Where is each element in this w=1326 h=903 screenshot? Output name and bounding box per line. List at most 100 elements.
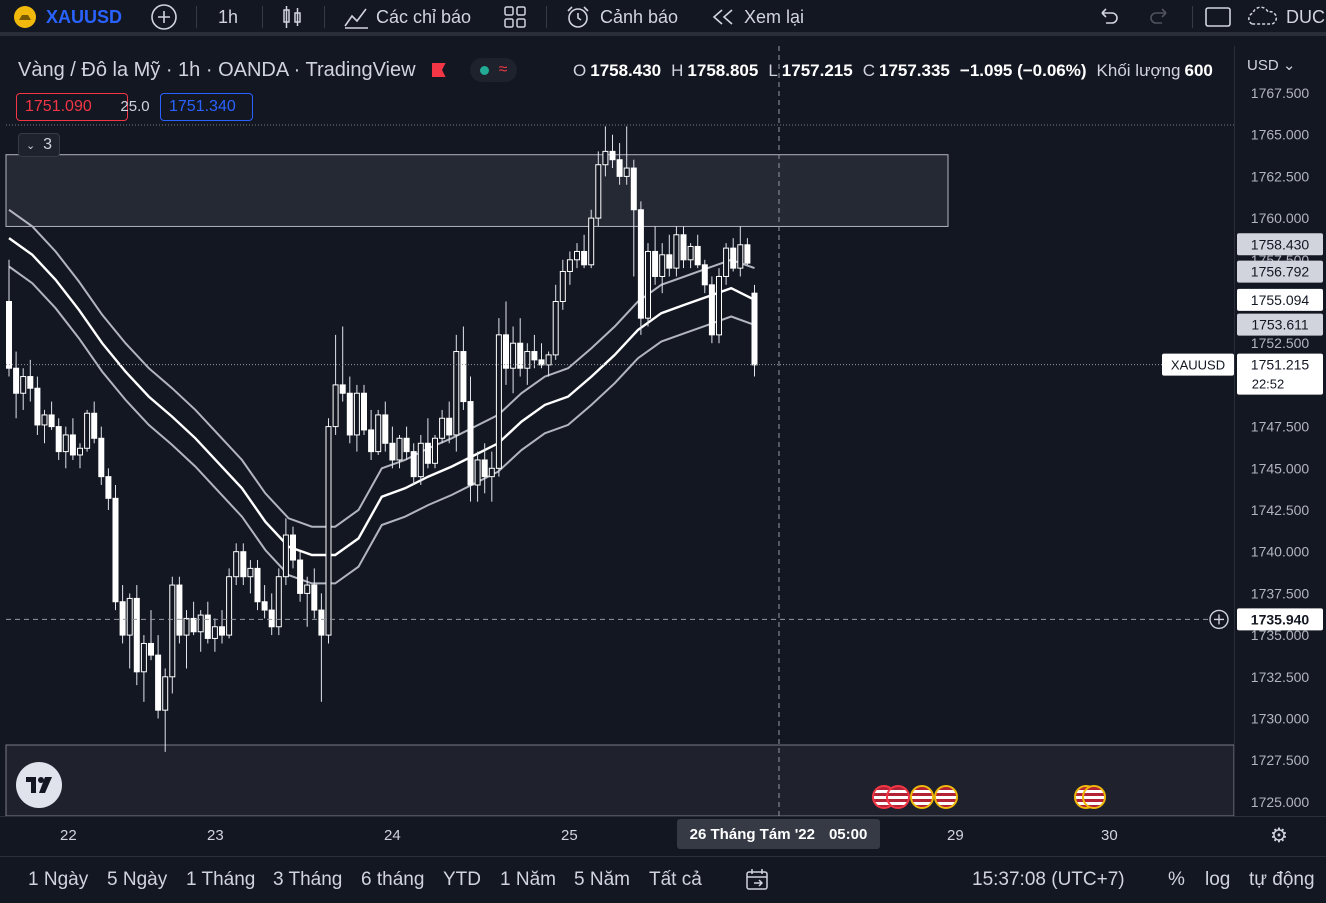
clock-label[interactable]: 15:37:08 (UTC+7) [972,869,1125,890]
candle-body [304,584,311,594]
close-label: C [862,61,875,80]
fullscreen-icon[interactable] [1204,0,1232,34]
candle-body [41,414,48,426]
replay-label: Xem lại [744,6,805,27]
price-axis[interactable]: USD ⌄ [1234,46,1326,816]
candle-body [84,412,91,449]
candle-body [162,676,169,711]
candle-body [687,245,694,261]
candle-body [27,376,34,389]
sell-price: 1751.090 [25,98,92,115]
lower-zone-rect [5,744,1235,817]
candle-body [424,442,431,464]
candle-body [581,250,588,266]
candle-body [261,601,268,611]
indicators-collapse-button[interactable]: ⌄ 3 [18,133,60,157]
candle-body [197,614,204,633]
chart-legend: Vàng / Đô la Mỹ · 1h · OANDA · TradingVi… [18,58,518,82]
candle-body [77,447,83,456]
chevron-down-icon: ⌄ [25,139,36,152]
range-ytd-button[interactable]: YTD [443,869,481,890]
candle-body [34,387,41,426]
candle-body [211,626,218,639]
candle-body [701,264,708,286]
templates-icon[interactable] [502,0,528,34]
candle-body [133,597,140,673]
ema-band-line [8,237,756,557]
candle-body [538,359,545,366]
candle-body [318,609,325,636]
candle-body [275,576,282,628]
gold-logo-icon [14,6,36,28]
replay-button[interactable]: Xem lại [710,0,804,34]
candle-body [453,351,460,436]
spread-value: 25.0 [120,98,150,115]
candle-type-icon[interactable] [280,0,304,34]
alert-label: Cảnh báo [600,6,679,27]
go-to-date-icon[interactable] [744,867,770,898]
interval-button[interactable]: 1h [218,0,238,34]
candle-body [98,437,105,478]
candle-body [353,392,360,436]
buy-button[interactable]: 1751.340 [160,93,253,121]
auto-toggle[interactable]: tự động [1249,869,1315,890]
candle-body [552,301,559,356]
redo-icon[interactable] [1148,0,1172,34]
range-1d-button[interactable]: 1 Ngày [28,869,89,890]
indicators-button[interactable]: Các chỉ báo [342,0,471,34]
candle-body [20,376,27,394]
range-6m-button[interactable]: 6 tháng [361,869,425,890]
cloud-icon [1248,6,1278,25]
alert-button[interactable]: Cảnh báo [564,0,678,34]
candle-body [737,244,744,269]
interval-label: 1h [218,6,239,27]
date-label: 23 [207,827,224,844]
candle-body [730,247,737,269]
candle-body [339,384,346,394]
candle-body [105,476,112,499]
candle-body [361,392,367,431]
range-toolbar: 1 Ngày 5 Ngày 1 Tháng 3 Tháng 6 tháng YT… [0,856,1326,903]
percent-toggle[interactable]: % [1168,869,1185,890]
range-5d-button[interactable]: 5 Ngày [107,869,168,890]
open-label: O [573,61,587,80]
market-status-pill[interactable]: ≈ [469,58,518,82]
candle-body [659,254,666,277]
candle-body [488,467,495,478]
range-1m-button[interactable]: 1 Tháng [186,869,256,890]
market-open-dot-icon [479,65,489,75]
price-chart[interactable] [0,0,1326,856]
time-axis[interactable]: 22 23 24 25 29 30 26 Tháng Tám '22 05:00… [0,816,1326,856]
currency-selector[interactable]: USD ⌄ [1247,57,1296,74]
settings-gear-icon[interactable]: ⚙ [1270,825,1288,847]
range-1y-button[interactable]: 1 Năm [500,869,556,890]
date-label: 30 [1101,827,1118,844]
log-toggle[interactable]: log [1205,869,1231,890]
candle-body [183,617,190,636]
undo-icon[interactable] [1096,0,1120,34]
candle-body [247,567,254,578]
candle-body [602,150,609,166]
sell-button[interactable]: 1751.090 [16,93,128,121]
range-all-button[interactable]: Tất cả [649,869,702,890]
candle-body [13,367,20,394]
candle-body [637,209,644,319]
candle-body [652,250,659,277]
range-5y-button[interactable]: 5 Năm [574,869,630,890]
cloud-save-button[interactable]: DUC [1244,0,1325,34]
candle-body [630,167,637,211]
candle-body [474,459,481,486]
candle-body [69,434,76,456]
range-3m-button[interactable]: 3 Tháng [273,869,343,890]
candle-body [268,609,275,628]
symbol-button[interactable]: XAUUSD [14,0,122,34]
candle-body [126,597,133,636]
candle-body [566,259,573,272]
candle-body [389,442,396,461]
ohlc-values: O 1758.430 H 1758.805 L 1757.215 C 1757.335 … [573,61,1213,81]
tradingview-logo[interactable] [16,762,62,808]
date-label: 29 [947,827,964,844]
close-value: 1757.335 [878,61,950,80]
compare-plus-icon[interactable] [150,0,178,34]
candle-body [346,392,353,436]
